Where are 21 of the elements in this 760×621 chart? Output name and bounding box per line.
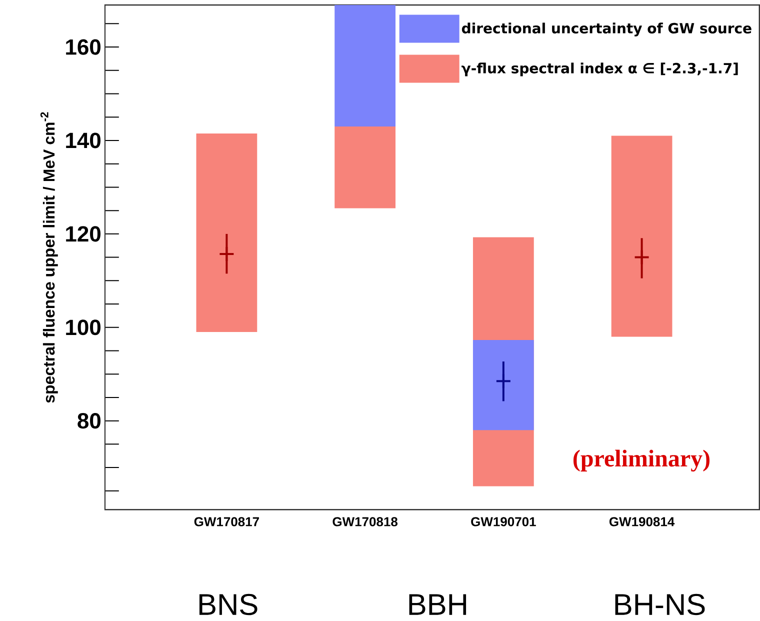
bar (611, 136, 672, 337)
legend-label: γ-flux spectral index α ∈ [-2.3,-1.7] (462, 62, 738, 76)
text: BBH (409, 594, 466, 616)
bar (196, 134, 258, 332)
x-tick-label: GW170817 (194, 517, 259, 527)
y-axis-title: spectral fluence upper limit / MeV cm$^{-2}$ (40, 112, 58, 404)
text: BNS (199, 594, 258, 616)
bar (334, 126, 396, 208)
y-tick-label: 80 (78, 413, 100, 429)
bar (472, 340, 534, 430)
x-tick-label: GW190701 (471, 517, 536, 527)
y-tick-label: 140 (66, 132, 100, 149)
text: BH-NS (615, 594, 705, 616)
y-tick-label: 160 (66, 40, 100, 56)
annotation: (preliminary) (574, 450, 710, 472)
bar (334, 5, 396, 127)
x-tick-label: GW170818 (332, 517, 398, 527)
y-tick-label: 120 (66, 226, 100, 242)
x-tick-label: GW190814 (609, 517, 675, 527)
legend-label: directional uncertainty of GW source (462, 22, 752, 37)
y-tick-label: 100 (66, 320, 100, 336)
